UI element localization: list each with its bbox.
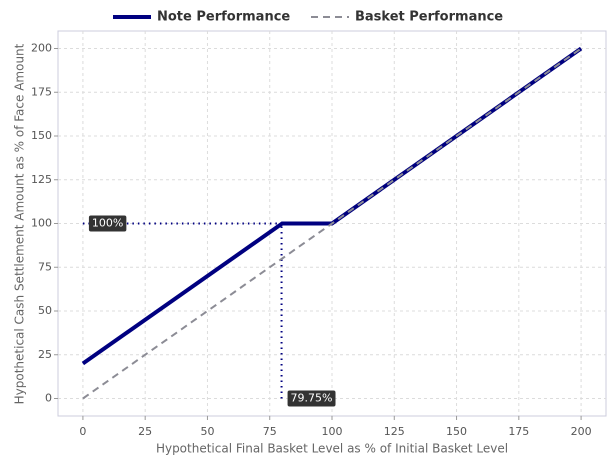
x-tick-label: 50 [200,425,214,438]
annotation: 79.75% [287,390,336,407]
y-tick-label: 150 [31,129,52,142]
legend-label: Basket Performance [355,10,503,25]
x-tick-label: 150 [446,425,467,438]
y-tick-label: 25 [38,348,52,361]
y-tick-label: 75 [38,260,52,273]
annotation-box [287,390,336,407]
x-tick-label: 175 [508,425,529,438]
series-line [82,47,582,400]
y-tick-label: 50 [38,304,52,317]
annotation: 100% [88,215,127,232]
y-tick-label: 125 [31,173,52,186]
x-tick-label: 200 [571,425,592,438]
annotation-label: 79.75% [291,392,333,405]
x-axis-label: Hypothetical Final Basket Level as % of … [156,442,508,456]
y-axis-label: Hypothetical Cash Settlement Amount as %… [13,43,27,404]
y-tick-label: 175 [31,85,52,98]
y-tick-label: 100 [31,217,52,230]
y-tick-label: 200 [31,42,52,55]
x-tick-label: 25 [138,425,152,438]
annotation-label: 100% [92,217,123,230]
x-tick-label: 75 [263,425,277,438]
y-tick-label: 0 [45,392,52,405]
x-tick-label: 125 [384,425,405,438]
x-tick-label: 0 [79,425,86,438]
x-tick-label: 100 [322,425,343,438]
annotation-box [88,215,127,232]
legend-label: Note Performance [157,10,290,25]
